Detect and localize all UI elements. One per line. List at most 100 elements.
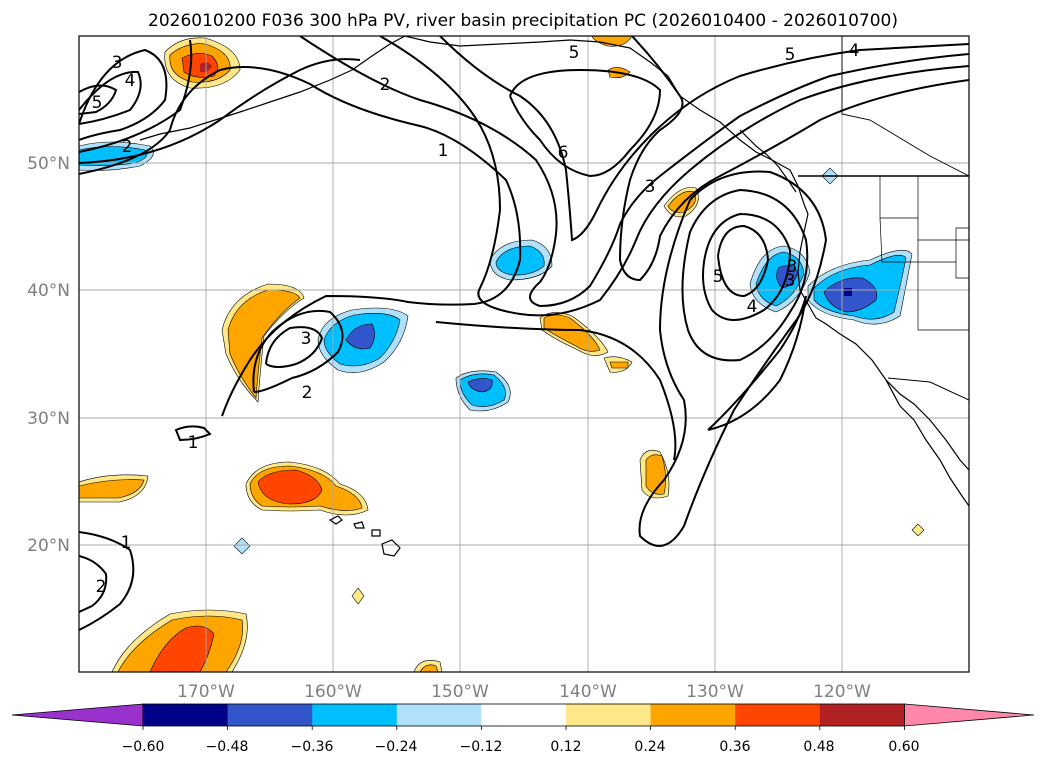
pv-contour-line bbox=[702, 212, 792, 321]
border-states bbox=[879, 176, 969, 331]
contour-label: 2 bbox=[380, 75, 391, 95]
pv-contour-line bbox=[379, 36, 969, 317]
lon-label: 150°W bbox=[431, 682, 489, 702]
lat-label: 40°N bbox=[27, 281, 70, 301]
colorbar-segment bbox=[819, 704, 905, 726]
colorbar-tick-label: −0.48 bbox=[206, 739, 249, 755]
colorbar-segment bbox=[312, 704, 398, 726]
lon-label: 120°W bbox=[813, 682, 871, 702]
contour-label: 6 bbox=[558, 143, 569, 163]
colorbar-segment bbox=[227, 704, 313, 726]
precip-negative-patch bbox=[467, 378, 493, 393]
lat-labels: 50°N 40°N 30°N 20°N bbox=[27, 154, 70, 556]
precip-positive-patch bbox=[543, 314, 601, 352]
colorbar-segment bbox=[143, 704, 229, 726]
coastline-baja bbox=[885, 379, 969, 507]
pv-contour-line bbox=[79, 84, 118, 115]
coastline-us-west bbox=[797, 213, 969, 471]
lon-label: 130°W bbox=[686, 682, 744, 702]
colorbar-tick-label: 0.12 bbox=[550, 739, 581, 755]
precip-positive-patch bbox=[79, 479, 145, 499]
pv-contour-line bbox=[435, 321, 677, 461]
contour-label: 1 bbox=[121, 533, 132, 553]
colorbar-tick-label: 0.36 bbox=[719, 739, 750, 755]
pv-contour-line bbox=[79, 39, 193, 153]
contour-label: 4 bbox=[747, 297, 758, 317]
lon-labels: 170°W 160°W 150°W 140°W 130°W 120°W bbox=[177, 682, 871, 702]
lat-label: 50°N bbox=[27, 154, 70, 174]
precip-positive-patch bbox=[149, 625, 215, 672]
lon-label: 140°W bbox=[559, 682, 617, 702]
border-alaska-canada bbox=[841, 36, 969, 177]
precip-positive-patch bbox=[591, 36, 633, 47]
colorbar-tick-label: 0.60 bbox=[888, 739, 919, 755]
contour-label: 2 bbox=[96, 577, 107, 597]
precip-positive-patch bbox=[351, 587, 365, 605]
colorbar-segment bbox=[396, 704, 482, 726]
precip-negative-patch bbox=[79, 146, 148, 166]
pv-contour-line bbox=[79, 70, 142, 125]
colorbar-outline bbox=[142, 703, 905, 727]
colorbar-segment bbox=[481, 704, 567, 726]
pv-contour-labels: 3 4 5 2 2 1 5 6 3 5 4 3 5 4 3 3 2 1 1 2 bbox=[92, 41, 860, 597]
colorbar bbox=[11, 703, 1035, 730]
colorbar-tick-label: −0.36 bbox=[291, 739, 334, 755]
map-title: 2026010200 F036 300 hPa PV, river basin … bbox=[148, 11, 898, 31]
contour-label: 5 bbox=[569, 43, 580, 63]
contour-label: 4 bbox=[125, 71, 136, 91]
colorbar-segment bbox=[566, 704, 652, 726]
colorbar-extend-high bbox=[904, 703, 1035, 727]
contour-label: 5 bbox=[713, 267, 724, 287]
pv-contour-line bbox=[638, 170, 828, 547]
precip-positive-patch bbox=[609, 361, 629, 369]
colorbar-tick-label: 0.24 bbox=[634, 739, 665, 755]
colorbar-tick-label: 0.48 bbox=[803, 739, 834, 755]
pv-contour-line bbox=[681, 188, 809, 362]
contour-label: 3 bbox=[301, 329, 312, 349]
pv-contour-line bbox=[299, 36, 969, 308]
colorbar-segment bbox=[650, 704, 736, 726]
precip-positive-patch bbox=[257, 469, 323, 505]
colorbar-tick-label: −0.12 bbox=[460, 739, 503, 755]
lon-label: 160°W bbox=[304, 682, 362, 702]
contour-label: 1 bbox=[438, 141, 449, 161]
contour-label: 1 bbox=[188, 433, 199, 453]
border-us-mexico bbox=[887, 377, 969, 401]
gridlines bbox=[79, 36, 969, 672]
pv-contour-line bbox=[79, 555, 108, 613]
map-frame bbox=[78, 35, 970, 673]
colorbar-tick-labels: −0.60 −0.48 −0.36 −0.24 −0.12 0.12 0.24 … bbox=[122, 739, 920, 755]
pv-contour-line bbox=[717, 224, 770, 298]
pv-contour-line bbox=[618, 36, 969, 282]
precip-positive-patch bbox=[911, 523, 925, 537]
contour-label: 3 bbox=[787, 257, 798, 277]
precip-negative-patch bbox=[233, 537, 251, 555]
pv-contour-line bbox=[79, 66, 522, 417]
pv-contour-line bbox=[79, 531, 135, 631]
map-area: 3 4 5 2 2 1 5 6 3 5 4 3 5 4 3 3 2 1 1 2 bbox=[79, 36, 969, 672]
colorbar-tick-label: −0.24 bbox=[375, 739, 418, 755]
lat-label: 20°N bbox=[27, 536, 70, 556]
hawaii-islands bbox=[328, 515, 401, 557]
pv-contour-line bbox=[265, 326, 324, 368]
lat-label: 30°N bbox=[27, 409, 70, 429]
pv-contour-line bbox=[252, 309, 344, 393]
contour-label: 3 bbox=[112, 53, 123, 73]
coastline-aleutians bbox=[139, 36, 406, 141]
contour-label: 4 bbox=[849, 41, 860, 61]
precip-pc-shading bbox=[79, 36, 925, 672]
contour-label: 5 bbox=[785, 45, 796, 65]
precip-positive-patch bbox=[419, 664, 439, 672]
colorbar-extend-low bbox=[11, 703, 144, 727]
colorbar-segment bbox=[735, 704, 821, 726]
contour-label: 3 bbox=[785, 271, 796, 291]
pv-contour-line bbox=[174, 425, 212, 442]
lon-label: 170°W bbox=[177, 682, 235, 702]
contour-label: 2 bbox=[302, 383, 313, 403]
precip-negative-patch bbox=[844, 288, 852, 296]
pv-contour-line bbox=[707, 295, 807, 431]
pv-contour-line bbox=[79, 48, 168, 141]
pv-contour-line bbox=[439, 36, 969, 242]
pv-contours bbox=[79, 36, 969, 631]
